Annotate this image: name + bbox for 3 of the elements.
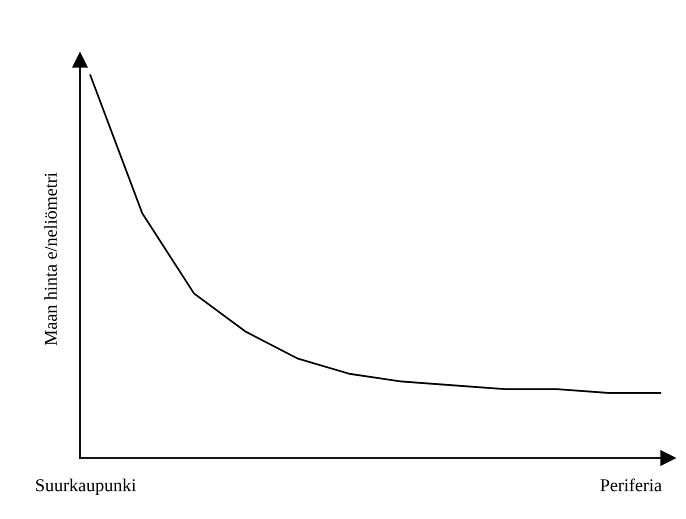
text: Suurkaupunki [36, 478, 136, 495]
text: Periferia [600, 478, 662, 492]
y-axis-title: Maan hinta e/neliömetri [44, 172, 57, 346]
